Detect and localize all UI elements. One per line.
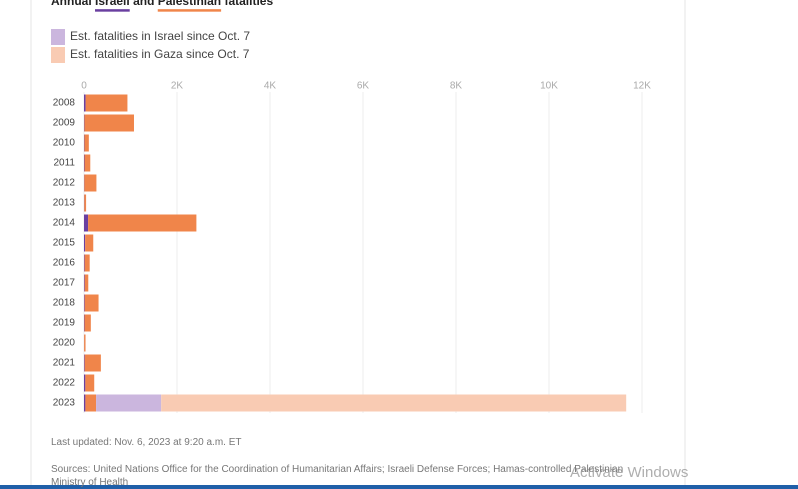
updated: Last updated: Nov. 6, 2023 at 9:20 a.m. …	[51, 437, 242, 448]
y-tick-label: 2011	[53, 158, 75, 169]
y-tick-label: 2015	[53, 238, 76, 249]
y-tick-label: 2021	[53, 358, 76, 369]
bar-segment	[84, 274, 85, 292]
chart-title: Annual Israeli and Palestinian fatalitie…	[51, 0, 273, 8]
bar-segment	[84, 194, 87, 212]
bar-segment	[85, 234, 94, 252]
bar-segment	[84, 294, 99, 312]
legend-label: Est. fatalities in Israel since Oct. 7	[70, 29, 250, 43]
y-tick-label: 2012	[53, 178, 76, 189]
bar-segment	[84, 354, 101, 372]
bar-segment	[85, 374, 95, 392]
bar-segment	[84, 254, 90, 272]
y-tick-label: 2008	[53, 98, 76, 109]
watermark: Activate Windows	[570, 464, 689, 481]
y-tick-label: 2022	[53, 378, 76, 389]
bar-segment	[84, 294, 85, 312]
bar-segment	[84, 334, 86, 352]
y-tick-label: 2019	[53, 318, 76, 329]
x-tick-label: 0	[81, 81, 87, 92]
bar-segment	[84, 374, 86, 392]
bar-segment	[84, 394, 86, 412]
y-tick-label: 2023	[53, 398, 76, 409]
title-part: and	[133, 0, 154, 8]
bar-segment	[88, 214, 197, 232]
bar-segment	[84, 314, 91, 332]
bar-segment	[161, 394, 627, 412]
bar-segment	[85, 394, 97, 412]
sources: Sources: United Nations Office for the C…	[51, 464, 624, 488]
legend-swatch	[51, 29, 65, 45]
bar-segment	[96, 394, 162, 412]
legend-swatch	[51, 47, 65, 63]
title-part: fatalities	[224, 0, 273, 8]
y-tick-label: 2009	[53, 118, 76, 129]
x-tick-label: 10K	[540, 81, 558, 92]
title-part: Annual	[51, 0, 92, 8]
legend-label: Est. fatalities in Gaza since Oct. 7	[70, 47, 250, 61]
y-tick-label: 2020	[53, 338, 76, 349]
bar-segment	[84, 174, 97, 192]
title-series: Israeli	[95, 0, 130, 8]
x-tick-label: 8K	[450, 81, 463, 92]
x-tick-label: 2K	[171, 81, 184, 92]
bar-segment	[84, 134, 89, 152]
x-tick-label: 4K	[264, 81, 277, 92]
title-underline	[95, 9, 130, 12]
bar-segment	[84, 154, 91, 172]
y-tick-label: 2013	[53, 198, 76, 209]
bar-segment	[84, 234, 86, 252]
y-tick-label: 2017	[53, 278, 76, 289]
title-underline	[157, 9, 222, 12]
bar-segment	[84, 154, 85, 172]
x-tick-label: 12K	[633, 81, 651, 92]
bar-segment	[85, 94, 128, 112]
bar-segment	[84, 354, 85, 372]
bar-segment	[84, 114, 134, 132]
y-tick-label: 2016	[53, 258, 76, 269]
bar-segment	[84, 254, 85, 272]
y-tick-label: 2014	[53, 218, 76, 229]
y-tick-label: 2018	[53, 298, 76, 309]
x-tick-label: 6K	[357, 81, 370, 92]
bar-segment	[84, 94, 86, 112]
bar-segment	[84, 214, 89, 232]
title-series: Palestinian	[158, 0, 221, 8]
taskbar-edge	[0, 485, 798, 489]
bar-segment	[84, 274, 89, 292]
y-tick-label: 2010	[53, 138, 76, 149]
